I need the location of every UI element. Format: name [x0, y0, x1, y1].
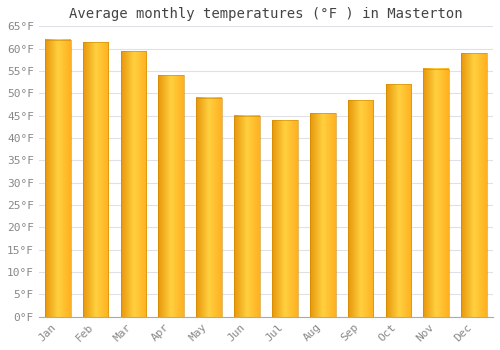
Bar	[45, 40, 70, 317]
Bar	[462, 53, 487, 317]
Bar	[158, 76, 184, 317]
Bar	[196, 98, 222, 317]
Bar	[310, 113, 336, 317]
Bar	[120, 51, 146, 317]
Bar	[424, 69, 449, 317]
Bar	[234, 116, 260, 317]
Bar	[272, 120, 297, 317]
Bar	[82, 42, 108, 317]
Bar	[348, 100, 374, 317]
Title: Average monthly temperatures (°F ) in Masterton: Average monthly temperatures (°F ) in Ma…	[69, 7, 462, 21]
Bar	[386, 84, 411, 317]
